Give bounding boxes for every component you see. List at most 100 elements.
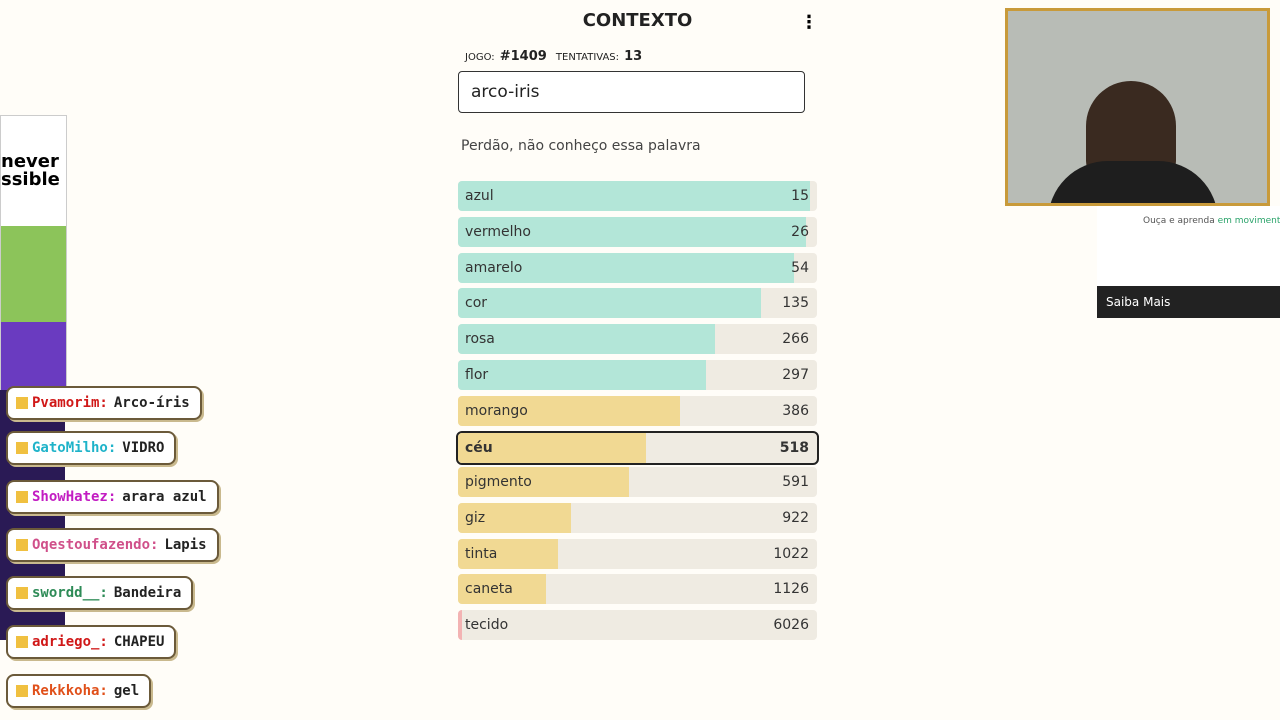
rank-bar [458,433,646,464]
chat-user: Oqestoufazendo: [32,537,159,553]
guess-rank: 1126 [773,581,809,598]
guess-row: azul 15 [458,181,817,211]
chat-user: adriego_: [32,634,108,650]
attempts: 13 [624,49,643,64]
guess-word: cor [465,295,488,312]
guess-word: rosa [465,331,495,347]
rank-bar [458,324,716,354]
game-info: JOGO: #1409 TENTATIVAS: 13 [465,45,642,64]
left-ad: never ssible [0,115,67,392]
guess-row: tecido 6026 [458,610,817,640]
guess-word: azul [465,188,494,204]
badge [16,397,28,409]
rank-bar [458,538,559,569]
guess-row: vermelho 26 [458,216,817,247]
ad-text: Ouça e aprenda [1143,216,1215,226]
guess-word: tinta [465,545,498,562]
badge [16,442,28,454]
chat-text: CHAPEU [113,634,165,650]
rank-bar [458,395,680,426]
ad-text: Ouça e aprenda em movimento [1143,216,1280,226]
guess-rank: 6026 [773,617,809,633]
chat-text: Bandeira [113,585,182,601]
webcam [1005,8,1270,206]
badge [16,685,28,697]
guess-word: giz [465,509,486,526]
rank-bar [458,288,762,319]
chat-message: Rekkkoha: gel [6,674,152,708]
rank-bar [458,181,811,211]
guess-word: morango [465,402,528,419]
chat-user: Rekkkoha: [32,683,108,699]
chat-message: ShowHatez: arara azul [6,480,219,514]
guess-word: céu [465,440,493,457]
chat-text: gel [113,683,140,699]
chat-message: swordd__: Bandeira [6,576,194,610]
badge [16,636,28,648]
guess-word: pigmento [465,474,532,490]
guess-rank: 386 [782,402,809,419]
ad-button[interactable]: Saiba Mais [1097,286,1280,318]
rank-bar [458,467,630,497]
guess-rank: 54 [791,259,809,276]
guess-rank: 266 [782,331,809,347]
guess-word: vermelho [465,223,531,240]
guess-rank: 135 [782,295,809,312]
chat-user: Pvamorim: [32,395,108,411]
guess-row: amarelo 54 [458,252,817,283]
chat-message: GatoMilho: VIDRO [6,431,177,465]
game-number: #1409 [499,49,547,64]
chat-message: Oqestoufazendo: Lapis [6,528,219,562]
ad-text: ssible [1,169,60,190]
rank-bar [458,502,572,533]
chat-message: Pvamorim: Arco-íris [6,386,202,420]
badge [16,491,28,503]
ad-text: never [1,151,59,172]
title: CONTEXTO [582,10,693,31]
guess-rank: 15 [791,188,809,204]
guess-rank: 26 [791,223,809,240]
guess-row: rosa 266 [458,324,817,354]
badge [16,539,28,551]
chat-user: ShowHatez: [32,489,117,505]
guess-row: tinta 1022 [458,538,817,569]
rank-bar [458,252,794,283]
guess-row: céu 518 [456,431,819,466]
chat-text: VIDRO [122,440,165,456]
guess-row: cor 135 [458,288,817,319]
guess-word: tecido [465,617,509,633]
chat-text: arara azul [122,489,207,505]
label: JOGO: [465,52,495,63]
guess-row: flor 297 [458,359,817,390]
chat-message: adriego_: CHAPEU [6,625,177,659]
word-input[interactable]: arco-iris [458,71,805,113]
guess-rank: 591 [782,474,809,490]
guess-word: flor [465,366,489,383]
right-ad: Ouça e aprenda em movimento Saiba Mais [1097,206,1280,318]
label: TENTATIVAS: [555,52,620,63]
guess-rank: 518 [779,440,809,457]
person [1048,161,1218,203]
guess-word: caneta [465,581,513,598]
guess-rank: 922 [782,509,809,526]
menu-icon[interactable]: ⋮ [800,12,818,33]
ad-highlight: em movimento [1217,216,1280,226]
rank-bar [458,574,546,605]
badge [16,587,28,599]
guess-row: morango 386 [458,395,817,426]
guess-rank: 297 [782,366,809,383]
rank-bar [458,216,806,247]
rank-bar [458,610,462,640]
chat-user: swordd__: [32,585,108,601]
message: Perdão, não conheço essa palavra [461,138,701,154]
guess-word: amarelo [465,259,523,276]
chat-text: Lapis [164,537,207,553]
guess-row: caneta 1126 [458,574,817,605]
chat-user: GatoMilho: [32,440,117,456]
guess-row: giz 922 [458,502,817,533]
guess-row: pigmento 591 [458,467,817,497]
chat-text: Arco-íris [113,395,190,411]
guess-rank: 1022 [773,545,809,562]
rank-bar [458,359,706,390]
